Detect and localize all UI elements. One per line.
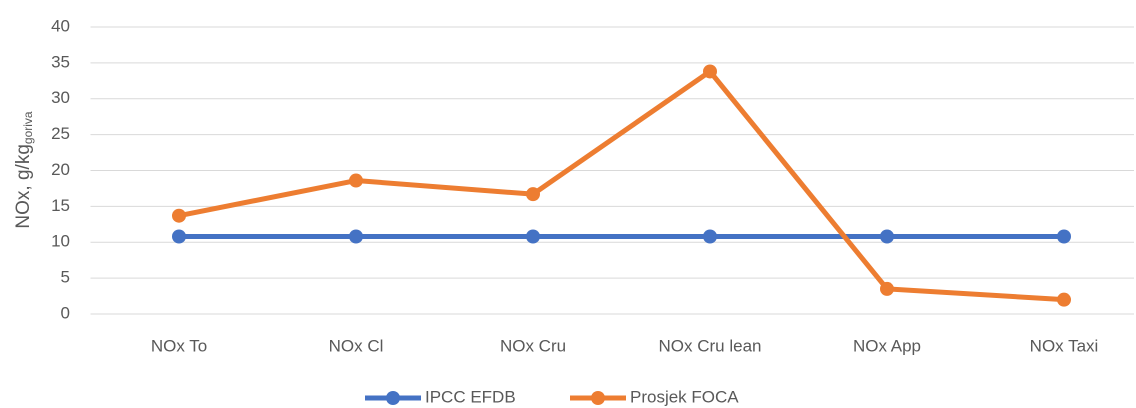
data-point bbox=[526, 229, 540, 244]
data-point bbox=[880, 229, 894, 244]
x-tick-label: NOx Cru lean bbox=[659, 336, 762, 355]
data-point bbox=[1057, 229, 1071, 244]
y-tick-label: 35 bbox=[51, 52, 70, 71]
y-tick-label: 0 bbox=[61, 303, 70, 322]
y-tick-label: 5 bbox=[61, 268, 70, 287]
data-point bbox=[349, 229, 363, 244]
x-tick-label: NOx Taxi bbox=[1030, 336, 1099, 355]
legend-marker bbox=[386, 391, 400, 405]
data-point bbox=[703, 229, 717, 244]
data-point bbox=[349, 173, 363, 188]
y-tick-label: 20 bbox=[51, 160, 70, 179]
x-tick-label: NOx Cl bbox=[329, 336, 384, 355]
legend-marker bbox=[591, 391, 605, 405]
legend-label: IPCC EFDB bbox=[425, 387, 516, 406]
x-tick-label: NOx To bbox=[151, 336, 207, 355]
y-axis-label-main: NOx, g/kg bbox=[13, 144, 34, 228]
y-tick-label: 40 bbox=[51, 16, 70, 35]
legend-label: Prosjek FOCA bbox=[630, 387, 739, 406]
data-point bbox=[880, 281, 894, 296]
x-tick-label: NOx App bbox=[853, 336, 921, 355]
data-point bbox=[703, 64, 717, 79]
y-axis-label: NOx, g/kggoriva bbox=[13, 111, 35, 228]
data-point bbox=[172, 229, 186, 244]
y-axis-label-subscript: goriva bbox=[21, 111, 35, 144]
series-line bbox=[178, 68, 1065, 303]
data-point bbox=[172, 208, 186, 223]
y-tick-label: 30 bbox=[51, 88, 70, 107]
x-tick-label: NOx Cru bbox=[500, 336, 566, 355]
data-point bbox=[1057, 292, 1071, 307]
y-tick-label: 10 bbox=[51, 232, 70, 251]
y-tick-label: 25 bbox=[51, 124, 70, 143]
y-tick-label: 15 bbox=[51, 196, 70, 215]
data-point bbox=[526, 187, 540, 202]
